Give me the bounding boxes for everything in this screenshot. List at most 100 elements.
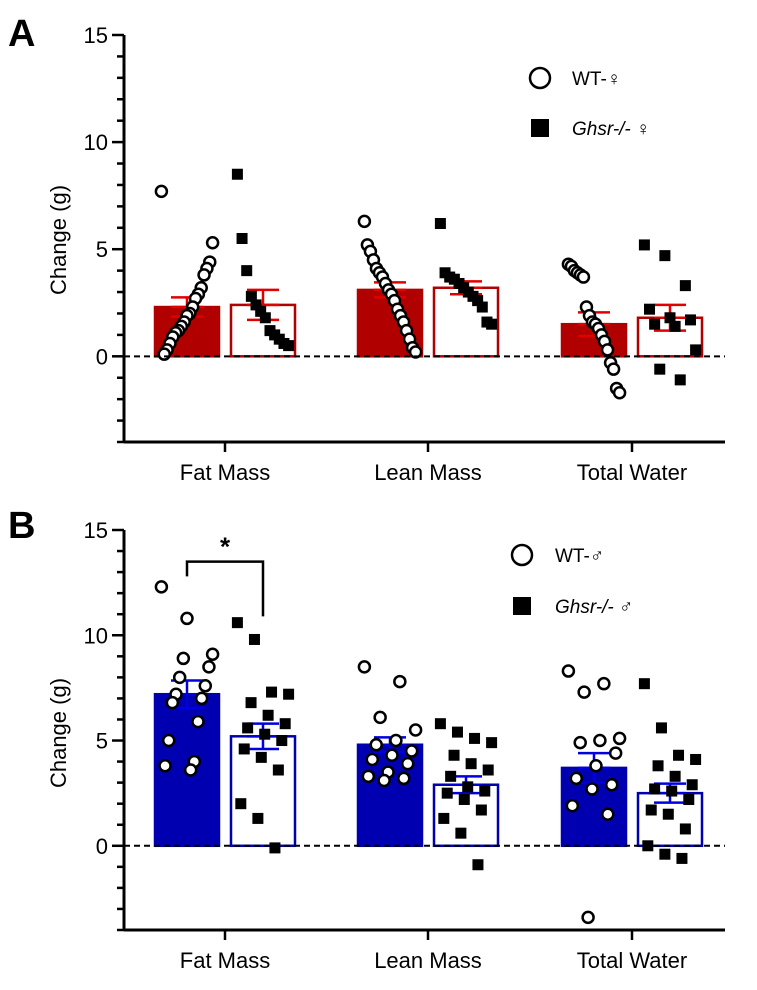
point-wt: [154, 580, 169, 594]
point-wt: [612, 385, 627, 400]
point-wt: [194, 691, 209, 706]
significance-bracket: *: [185, 532, 265, 617]
point-wt: [404, 744, 419, 758]
point-ghsr: [441, 787, 453, 799]
point-ghsr: [645, 804, 657, 816]
point-wt: [176, 651, 191, 666]
point-ghsr: [283, 688, 295, 700]
point-ghsr: [673, 749, 685, 761]
point-wt: [604, 777, 619, 792]
point-wt: [606, 362, 621, 376]
point-ghsr: [654, 363, 666, 375]
point-ghsr: [655, 722, 667, 734]
point-ghsr: [683, 793, 695, 805]
legend-label-wt: WT-♂: [555, 546, 604, 567]
point-ghsr: [686, 779, 698, 791]
point-ghsr: [262, 709, 274, 721]
point-ghsr: [238, 743, 250, 755]
point-wt: [408, 345, 423, 359]
point-wt: [573, 735, 587, 750]
y-tick-label: 0: [96, 834, 108, 859]
legend-label-ghsr: Ghsr-/- ♀: [572, 119, 650, 140]
point-ghsr: [445, 770, 457, 782]
point-wt: [593, 733, 607, 748]
point-ghsr: [455, 827, 467, 839]
point-wt: [585, 782, 599, 796]
point-ghsr: [245, 290, 257, 302]
point-wt: [581, 910, 595, 925]
point-ghsr: [259, 728, 271, 740]
point-ghsr: [690, 753, 702, 765]
x-category-label: Fat Mass: [180, 460, 270, 485]
point-ghsr: [266, 686, 278, 698]
point-ghsr: [674, 374, 686, 386]
point-ghsr: [476, 301, 488, 313]
point-ghsr: [649, 783, 661, 795]
point-ghsr: [434, 218, 446, 230]
point-wt: [400, 756, 415, 771]
point-ghsr: [242, 722, 254, 734]
point-wt: [397, 771, 411, 786]
significance-label: *: [220, 532, 231, 562]
point-ghsr: [486, 737, 498, 749]
point-wt: [205, 236, 220, 250]
point-wt: [577, 685, 591, 699]
point-wt: [157, 347, 171, 361]
legend-marker-square: [513, 597, 531, 615]
point-wt: [597, 676, 611, 691]
x-category-label: Fat Mass: [180, 948, 270, 973]
point-ghsr: [451, 726, 463, 738]
point-ghsr: [279, 718, 291, 730]
point-ghsr: [448, 749, 460, 761]
point-ghsr: [231, 617, 243, 629]
point-ghsr: [231, 168, 243, 180]
legend-label-ghsr: Ghsr-/- ♂: [555, 597, 633, 618]
point-wt: [569, 771, 584, 786]
point-ghsr: [676, 852, 688, 864]
panel-b: B Change (g) 0 5 10 15 Fat Mass Lean Mass Tota…: [8, 505, 725, 973]
point-ghsr: [250, 299, 262, 311]
y-tick-label: 15: [84, 518, 108, 543]
point-wt: [601, 807, 615, 821]
point-wt: [408, 723, 423, 737]
point-wt: [389, 733, 403, 748]
x-category-label: Total Water: [577, 460, 687, 485]
point-wt: [377, 773, 391, 788]
legend-label-wt: WT-♀: [572, 69, 621, 90]
point-ghsr: [235, 798, 247, 810]
point-ghsr: [462, 781, 474, 793]
point-ghsr: [486, 318, 498, 330]
point-ghsr: [659, 250, 671, 262]
point-ghsr: [469, 732, 481, 744]
x-category-label: Lean Mass: [374, 948, 482, 973]
point-wt: [197, 268, 211, 282]
point-ghsr: [434, 718, 446, 730]
point-ghsr: [644, 303, 656, 315]
point-wt: [357, 214, 372, 229]
point-ghsr: [679, 280, 691, 292]
y-tick-label: 10: [84, 623, 108, 648]
point-ghsr: [236, 233, 248, 244]
point-wt: [183, 763, 198, 777]
legend-marker-square: [531, 119, 549, 137]
point-ghsr: [652, 760, 664, 772]
point-wt: [172, 670, 187, 685]
y-tick-label: 5: [96, 237, 108, 262]
point-wt: [600, 343, 615, 357]
point-ghsr: [679, 823, 691, 835]
point-wt: [202, 660, 216, 674]
point-wt: [612, 731, 627, 746]
point-ghsr: [465, 758, 477, 770]
panel-letter-b: B: [8, 505, 35, 547]
point-ghsr: [475, 804, 487, 816]
point-ghsr: [248, 633, 260, 645]
point-ghsr: [245, 697, 257, 709]
point-ghsr: [659, 848, 671, 860]
point-wt: [158, 759, 172, 773]
point-ghsr: [669, 770, 681, 782]
point-ghsr: [479, 785, 491, 797]
point-wt: [161, 733, 176, 748]
point-wt: [561, 664, 576, 678]
y-axis-label-a: Change (g): [46, 185, 71, 295]
